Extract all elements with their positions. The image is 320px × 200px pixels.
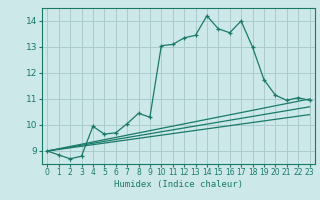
X-axis label: Humidex (Indice chaleur): Humidex (Indice chaleur) <box>114 180 243 189</box>
